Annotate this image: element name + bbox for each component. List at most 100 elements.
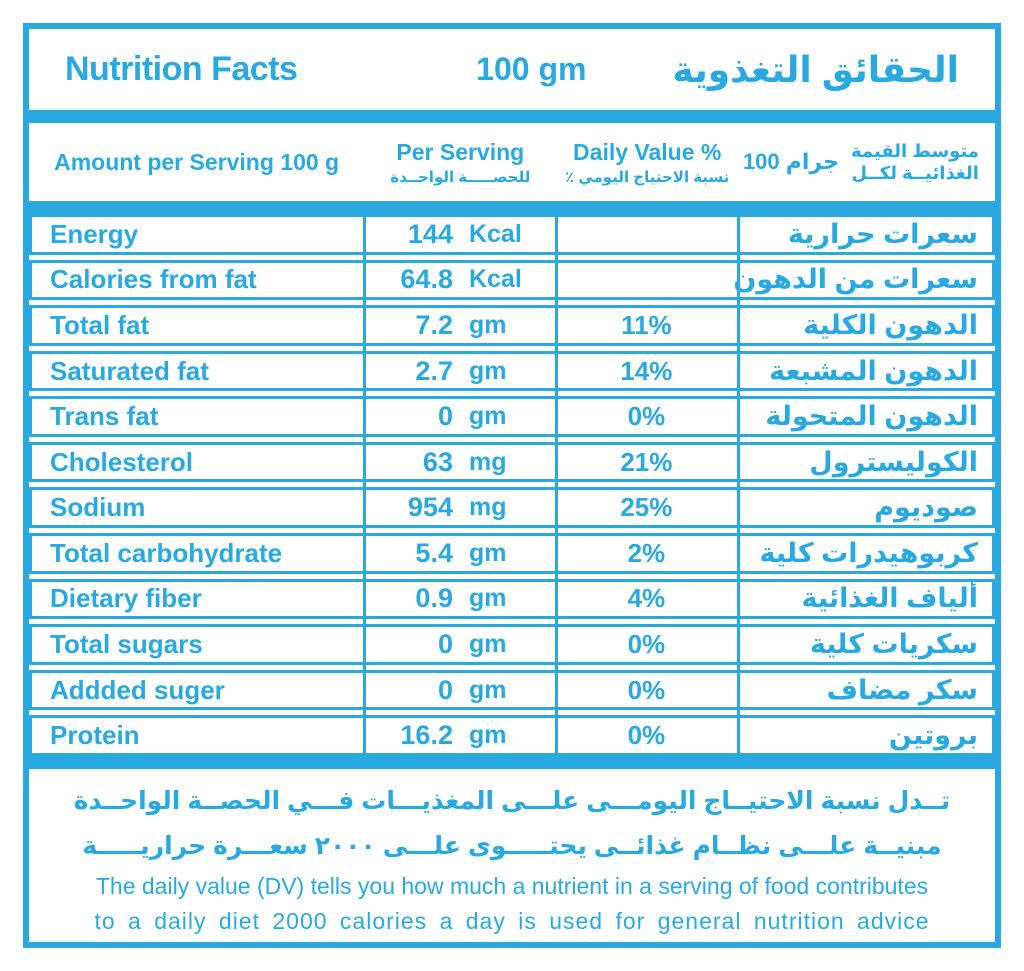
- footer-english-line1: The daily value (DV) tells you how much …: [95, 873, 929, 899]
- nutrient-name-ar: بروتين: [888, 720, 978, 751]
- nutrient-name-en: Addded suger: [50, 674, 225, 705]
- nutrient-daily-value: 14%: [620, 355, 673, 386]
- nutrient-daily-value: 4%: [627, 583, 666, 614]
- nutrient-value: 64.8: [400, 264, 453, 295]
- nutrient-unit: gm: [468, 629, 507, 658]
- nutrient-value: 144: [407, 218, 453, 249]
- serving-size: 100 gm: [476, 51, 587, 87]
- table-row: Calories from fat 64.8 Kcal سعرات من الد…: [29, 259, 995, 301]
- divider-band-middle: [29, 201, 995, 214]
- table-row: Trans fat 0 gm 0% الدهون المتحولة: [29, 396, 995, 437]
- nutrient-amount: 5.4 gm: [365, 538, 556, 569]
- col-header-per-serving-ar: للحصـــــة الواحــدة: [390, 168, 531, 186]
- col-header-daily-value-en: Daily Value %: [573, 138, 722, 165]
- nutrient-unit: mg: [468, 447, 507, 476]
- table-row: Sodium 954 mg 25% صوديوم: [29, 487, 995, 529]
- col-header-amount-label: Amount per Serving 100 g: [54, 148, 340, 175]
- nutrient-amount: 7.2 gm: [365, 310, 556, 341]
- nutrient-unit: gm: [468, 310, 507, 339]
- footer-arabic-line2: مبنيــة علـــى نظــام غذائــى يحتـــــوى…: [82, 832, 942, 860]
- nutrient-value: 2.7: [415, 355, 453, 386]
- column-divider-1: [362, 214, 366, 756]
- footer-english-line2: to a daily diet 2000 calories a day is u…: [94, 908, 930, 934]
- nutrient-value: 7.2: [415, 309, 453, 340]
- nutrient-value: 0: [437, 674, 453, 705]
- nutrient-value: 0: [437, 401, 453, 432]
- title-arabic: الحقائق التغذوية: [672, 48, 959, 90]
- divider-band-bottom: [29, 756, 995, 769]
- nutrient-name-en: Total carbohydrate: [50, 537, 283, 568]
- nutrient-unit: mg: [468, 493, 507, 522]
- nutrient-daily-value: 11%: [621, 309, 672, 340]
- nutrient-name-en: Saturated fat: [50, 355, 209, 386]
- nutrient-name-en: Sodium: [50, 492, 146, 523]
- nutrient-daily-value: 0%: [627, 720, 666, 751]
- table-row: Cholesterol 63 mg 21% الكوليسترول: [29, 441, 995, 483]
- nutrient-name-ar: سعرات من الدهون: [733, 264, 978, 295]
- column-divider-3: [736, 214, 740, 756]
- col-header-per-serving: Per Serving للحصـــــة الواحــدة: [364, 139, 556, 186]
- nutrient-amount: 0.9 gm: [365, 583, 556, 614]
- nutrient-daily-value: 0%: [627, 401, 666, 432]
- nutrient-name-en: Protein: [50, 720, 140, 751]
- nutrient-value: 63: [422, 446, 453, 477]
- col-header-daily-value-ar: نسبة الاحتياج اليومي ٪: [565, 168, 730, 186]
- table-row: Addded suger 0 gm 0% سكر مضاف: [29, 669, 995, 711]
- col-header-per-serving-en: Per Serving: [396, 138, 525, 165]
- divider-band-top: [29, 110, 995, 123]
- nutrient-name-en: Total fat: [50, 309, 150, 340]
- column-header-section: Amount per Serving 100 g Per Serving للح…: [29, 123, 995, 201]
- nutrient-name-ar: الدهون المتحولة: [765, 401, 978, 432]
- nutrient-name-en: Calories from fat: [50, 264, 257, 295]
- nutrient-value: 0: [437, 628, 453, 659]
- nutrient-name-ar: سكريات كلية: [809, 628, 978, 659]
- nutrient-amount: 63 mg: [365, 447, 556, 478]
- nutrient-name-ar: سكر مضاف: [826, 674, 978, 705]
- nutrient-name-en: Cholesterol: [50, 446, 194, 477]
- nutrient-name-en: Dietary fiber: [50, 583, 202, 614]
- col-header-avg-value-ar-line2: الغذائيــة لكــل: [851, 163, 979, 183]
- nutrient-unit: Kcal: [468, 265, 522, 294]
- footer-arabic-line1: تــدل نسبة الاحتيــاج اليومـــى علـــى ا…: [73, 787, 951, 815]
- column-divider-2: [554, 214, 558, 756]
- table-row: Total carbohydrate 5.4 gm 2% كربوهيدرات …: [29, 533, 995, 574]
- title-english: Nutrition Facts: [65, 50, 298, 88]
- nutrient-amount: 0 gm: [365, 401, 556, 432]
- nutrient-unit: Kcal: [468, 219, 522, 248]
- nutrient-amount: 2.7 gm: [365, 356, 556, 387]
- nutrient-table: Energy 144 Kcal سعرات حرارية Calories fr…: [29, 214, 995, 756]
- nutrient-amount: 954 mg: [365, 492, 556, 523]
- col-header-avg-value-ar: متوسط القيمة الغذائيــة لكــل: [851, 140, 979, 184]
- col-header-avg-value-ar-line1: متوسط القيمة: [850, 141, 979, 161]
- nutrient-unit: gm: [468, 584, 507, 613]
- table-row: Dietary fiber 0.9 gm 4% ألياف الغذائية: [29, 578, 995, 620]
- col-header-per-100g-ar: متوسط القيمة الغذائيــة لكــل 100 جرام: [738, 140, 995, 184]
- nutrient-amount: 144 Kcal: [365, 219, 556, 250]
- nutrient-daily-value: 21%: [620, 446, 673, 477]
- nutrient-unit: gm: [468, 538, 507, 567]
- nutrient-value: 16.2: [400, 720, 453, 751]
- col-header-daily-value: Daily Value % نسبة الاحتياج اليومي ٪: [556, 139, 738, 186]
- nutrient-name-ar: الدهون الكلية: [803, 309, 978, 340]
- nutrient-value: 954: [407, 492, 453, 523]
- nutrient-amount: 0 gm: [365, 629, 556, 660]
- table-row: Protein 16.2 gm 0% بروتين: [29, 715, 995, 756]
- nutrient-name-ar: الدهون المشبعة: [769, 355, 978, 386]
- nutrient-value: 0.9: [415, 583, 453, 614]
- table-row: Total sugars 0 gm 0% سكريات كلية: [29, 624, 995, 665]
- nutrient-name-en: Energy: [50, 218, 139, 249]
- nutrient-daily-value: 0%: [627, 674, 666, 705]
- table-row: Total fat 7.2 gm 11% الدهون الكلية: [29, 305, 995, 346]
- nutrient-value: 5.4: [415, 537, 453, 568]
- nutrient-unit: gm: [468, 356, 507, 385]
- nutrient-name-en: Trans fat: [50, 401, 159, 432]
- nutrient-name-ar: ألياف الغذائية: [801, 583, 978, 614]
- title-section: Nutrition Facts 100 gm الحقائق التغذوية: [29, 29, 995, 110]
- nutrient-unit: gm: [468, 402, 507, 431]
- nutrient-unit: gm: [468, 721, 507, 750]
- nutrient-daily-value: 2%: [627, 537, 666, 568]
- nutrient-name-ar: سعرات حرارية: [787, 218, 978, 249]
- nutrient-daily-value: 25%: [620, 492, 673, 523]
- table-row: Energy 144 Kcal سعرات حرارية: [29, 214, 995, 255]
- nutrient-name-en: Total sugars: [50, 628, 203, 659]
